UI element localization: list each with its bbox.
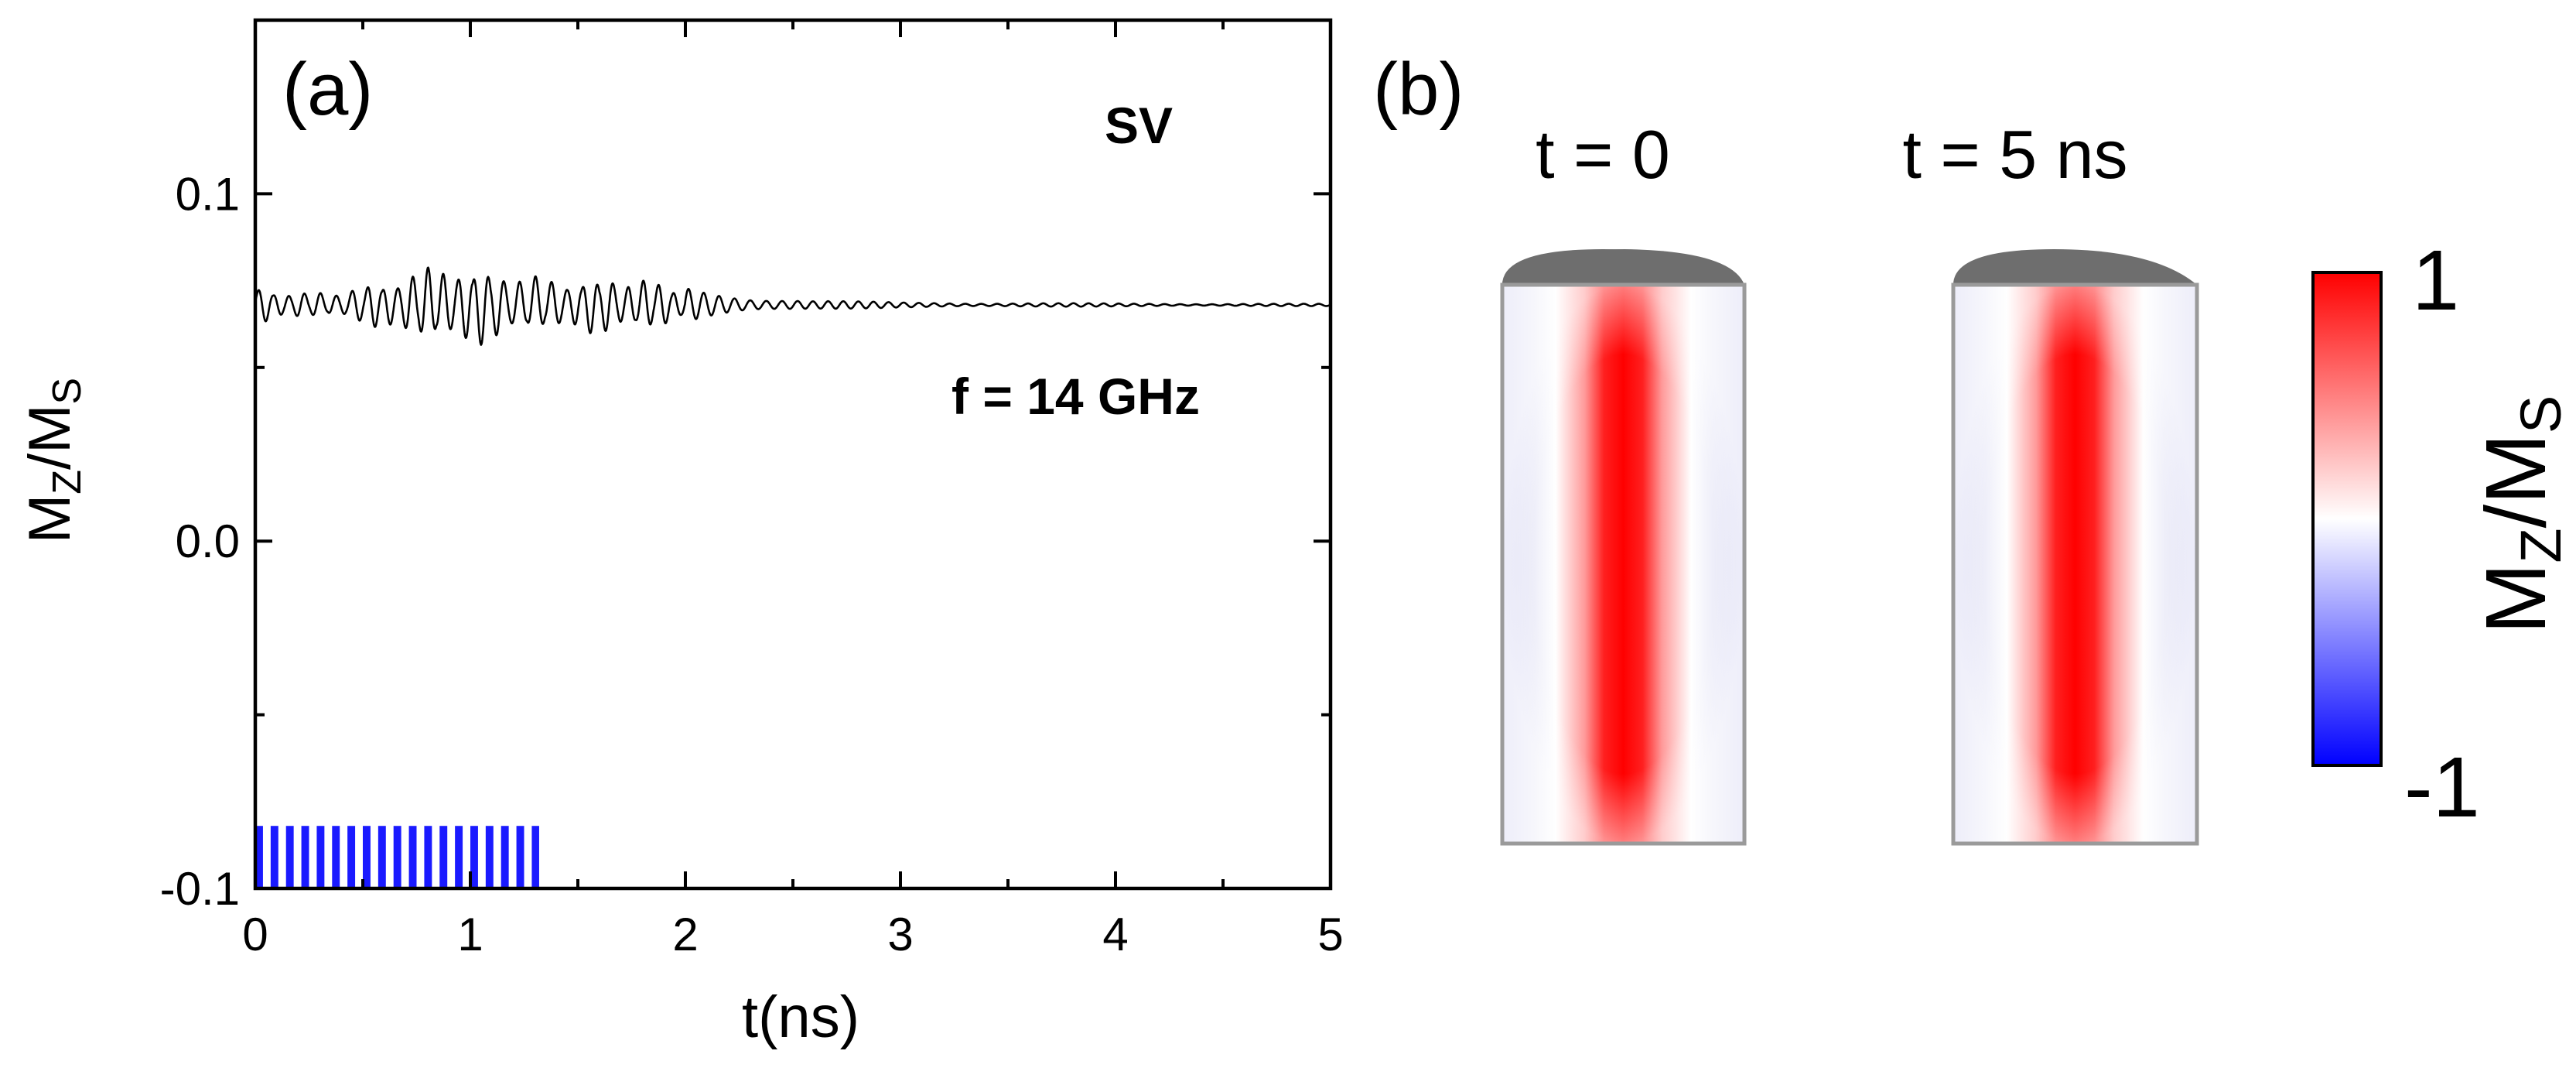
y-tick-label: 0.1 — [176, 168, 240, 220]
snapshot-border-t0 — [1500, 282, 1747, 846]
y-axis-title-sub1: Z — [45, 470, 90, 495]
snapshot-border-t5 — [1951, 282, 2199, 846]
snapshot-t5: t = 5 ns — [1902, 116, 2199, 846]
colorbar-max-label: 1 — [2412, 233, 2459, 328]
pulse-bar — [332, 826, 340, 888]
pulse-bar — [378, 826, 386, 888]
y-axis-ticks: -0.1 0.0 0.1 — [160, 19, 1331, 915]
pulse-bar — [455, 826, 463, 888]
snapshot-title-t5: t = 5 ns — [1902, 116, 2127, 193]
colorbar-title: MZ/MS — [2468, 395, 2573, 634]
x-axis-ticks: 0 1 2 3 4 5 — [242, 20, 1344, 960]
pulse-bar — [485, 826, 494, 888]
panel-b-snapshots: (b) t = 0 t = 5 ns 1 -1 MZ/MS — [1373, 48, 2573, 846]
snapshot-fade-t0 — [1502, 285, 1744, 844]
y-tick-label: -0.1 — [160, 863, 240, 915]
x-tick-label: 0 — [242, 909, 268, 960]
colorbar-title-sub1: Z — [2509, 528, 2573, 563]
pulse-bar — [255, 826, 263, 888]
pulse-bar — [531, 826, 539, 888]
pulse-bar — [470, 826, 478, 888]
colorbar-min-label: -1 — [2404, 740, 2480, 835]
y-axis-title-slash: /M — [17, 405, 83, 470]
panel-label-a: (a) — [282, 48, 373, 131]
pulse-bar — [439, 826, 448, 888]
pulse-bar — [408, 826, 417, 888]
x-tick-label: 1 — [457, 909, 483, 960]
pulse-bar — [301, 826, 309, 888]
rf-pulse-bars — [255, 826, 539, 888]
colorbar: 1 -1 MZ/MS — [2311, 233, 2573, 835]
snapshot-t0: t = 0 — [1500, 116, 1747, 846]
colorbar-gradient — [2311, 271, 2383, 767]
y-axis-title-sub2: S — [45, 378, 90, 405]
x-tick-label: 3 — [887, 909, 913, 960]
mz-signal-line — [254, 266, 1331, 346]
colorbar-title-sub2: S — [2509, 395, 2573, 433]
x-tick-label: 2 — [672, 909, 698, 960]
snapshot-title-t0: t = 0 — [1536, 116, 1670, 193]
pulse-bar — [501, 826, 509, 888]
colorbar-title-slash: /M — [2468, 433, 2564, 528]
colorbar-title-main: M — [2468, 563, 2564, 635]
snapshot-fade-t5 — [1953, 285, 2197, 844]
pulse-bar — [424, 826, 432, 888]
pulse-bar — [285, 826, 294, 888]
panel-a-line-chart: (a) 0 1 2 3 4 5 -0.1 0.0 0.1 SV f = 14 GHz t(ns… — [17, 18, 1344, 1050]
y-tick-label: 0.0 — [176, 515, 240, 567]
x-tick-label: 5 — [1317, 909, 1343, 960]
pulse-bar — [347, 826, 356, 888]
pulse-bar — [516, 826, 524, 888]
pulse-bar — [363, 826, 371, 888]
x-tick-label: 4 — [1102, 909, 1128, 960]
snapshot-cap-fill-t0 — [1502, 249, 1744, 285]
panel-label-b: (b) — [1373, 48, 1464, 131]
snapshot-cap-t5 — [1953, 249, 2197, 285]
state-annotation: SV — [1105, 97, 1173, 154]
frequency-annotation: f = 14 GHz — [951, 368, 1200, 425]
pulse-bar — [270, 826, 278, 888]
pulse-bar — [393, 826, 401, 888]
y-axis-title-main: M — [17, 495, 83, 543]
x-axis-title: t(ns) — [742, 984, 859, 1050]
y-axis-title: MZ/MS — [17, 378, 90, 543]
pulse-bar — [316, 826, 325, 888]
